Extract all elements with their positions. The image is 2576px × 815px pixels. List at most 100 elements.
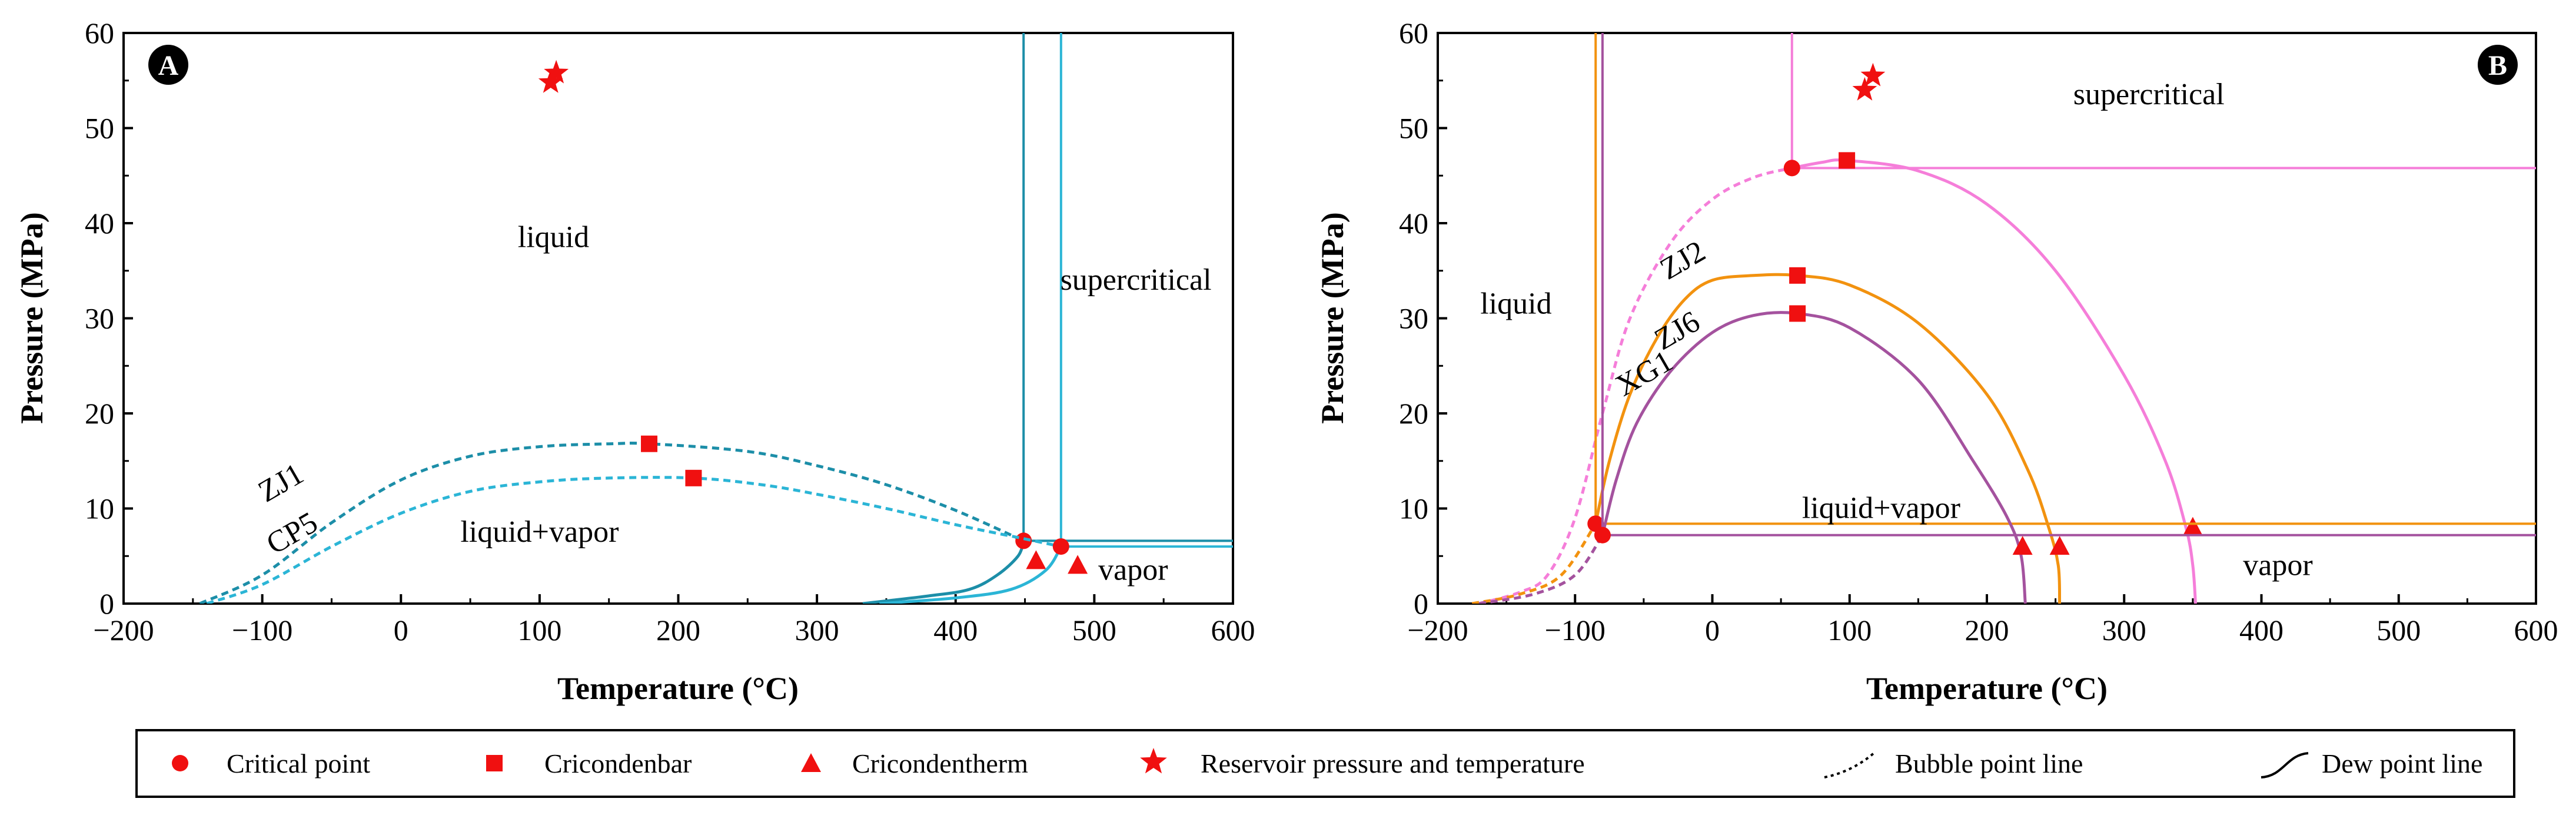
panel-b-xtick-label: 300 (2102, 614, 2146, 647)
zj2-cricondenbar (1839, 152, 1856, 169)
legend-reservoir-label: Reservoir pressure and temperature (1201, 748, 1585, 778)
legend-square-marker (486, 755, 503, 771)
panel-a-ytick-label: 0 (99, 587, 114, 620)
region-label-supercritical: supercritical (2073, 78, 2225, 111)
region-label-liquid: liquid (1480, 287, 1551, 320)
panel-b-xtick-label: 200 (1965, 614, 2009, 647)
legend-cricondentherm-label: Cricondentherm (852, 748, 1028, 778)
legend: Critical point Cricondenbar Cricondenthe… (135, 729, 2515, 798)
panel-a-badge-circle (148, 45, 188, 85)
xg1-cricondentherm (2012, 536, 2033, 555)
panel-b-ytick-label: 40 (1399, 207, 1428, 240)
panel-a-ytick-label: 10 (85, 492, 114, 525)
panel-b-ytick-label: 10 (1399, 492, 1428, 525)
legend-triangle-marker (801, 753, 821, 772)
panel-a-badge-text: A (158, 50, 179, 81)
panel-a-ytick-label: 40 (85, 207, 114, 240)
panel-b-plot-area (1471, 33, 2536, 604)
panel-b-xtick-label: 500 (2376, 614, 2421, 647)
zj6-cricondentherm (2049, 536, 2070, 555)
legend-cricondenbar: Cricondenbar (486, 748, 692, 778)
panel-a-ylabel: Pressure (MPa) (14, 212, 49, 423)
cp5-cricondentherm (1068, 555, 1088, 574)
zj2-cricondentherm (2182, 516, 2203, 536)
panel-a-xtick-label: −100 (232, 614, 292, 647)
legend-bubble-point: Bubble point line (1824, 748, 2083, 778)
panel-a-xtick-label: −200 (93, 614, 154, 647)
panel-b-badge-circle (2478, 45, 2518, 85)
zj6-cricondenbar (1789, 267, 1806, 284)
legend-critical-label: Critical point (227, 748, 370, 778)
legend-dew-point: Dew point line (2261, 748, 2482, 778)
panel-b-xlabel: Temperature (°C) (1866, 671, 2108, 706)
legend-cricondentherm: Cricondentherm (801, 748, 1028, 778)
xg1-cricondenbar (1789, 305, 1806, 322)
panel-b-badge-text: B (2488, 50, 2507, 81)
panel-a-xtick-label: 100 (517, 614, 561, 647)
panel-a-xtick-label: 300 (795, 614, 839, 647)
region-label-vapor: vapor (1098, 554, 1168, 587)
panel-a-xtick-label: 500 (1072, 614, 1116, 647)
zj1-dew-point-line (862, 540, 1025, 604)
legend-reservoir: Reservoir pressure and temperature (1140, 748, 1585, 778)
panel-a-ytick-label: 30 (85, 302, 114, 335)
xg1-bubble-point-line (1478, 534, 1604, 604)
region-label-liquid-vapor: liquid+vapor (1802, 492, 1960, 525)
legend-bubble-label: Bubble point line (1895, 748, 2083, 778)
panel-b-ytick-label: 0 (1414, 587, 1428, 620)
panel-b-ytick-label: 30 (1399, 302, 1428, 335)
zj1-critical-point (1015, 532, 1032, 549)
panel-a-ytick-label: 50 (85, 112, 114, 145)
cp5-cricondenbar (685, 469, 702, 486)
panel-a-xtick-label: 400 (933, 614, 978, 647)
region-label-vapor: vapor (2243, 549, 2312, 582)
panel-a-reservoir-star (544, 59, 569, 84)
panel-b-xtick-label: 100 (1827, 614, 1872, 647)
region-label-liquid: liquid (518, 220, 589, 254)
zj1-curve-label: ZJ1 (252, 457, 309, 509)
zj2-critical-point (1783, 160, 1800, 177)
legend-star-marker (1140, 748, 1167, 774)
panel-a-plot-area (199, 33, 1233, 604)
region-label-supercritical: supercritical (1061, 263, 1212, 297)
panel-a-ytick-label: 20 (85, 397, 114, 430)
zj2-dew-point-line (1791, 158, 2197, 604)
region-label-liquid-vapor: liquid+vapor (460, 515, 619, 549)
panel-a-labels: ZJ1CP5liquidsupercriticalliquid+vaporvap… (252, 220, 1211, 587)
panel-b-ytick-label: 50 (1399, 112, 1428, 145)
xg1-critical-point (1594, 526, 1611, 544)
panel-a-xtick-label: 0 (394, 614, 408, 647)
zj1-cricondentherm (1026, 550, 1046, 569)
panel-a-xtick-label: 200 (656, 614, 700, 647)
panel-b-labels: ZJ2ZJ6XG1liquidsupercriticalliquid+vapor… (1480, 78, 2312, 582)
zj6-dew-point-line (1594, 273, 2062, 604)
panel-b-xtick-label: 600 (2514, 614, 2558, 647)
panel-b-ticks: −200 −100 0 100 200 300 400 500 600 0 10 20 30 40 50 60 (1399, 16, 2558, 647)
panel-b-xtick-label: 400 (2239, 614, 2284, 647)
panel-a-xlabel: Temperature (°C) (557, 671, 799, 706)
panel-b-xtick-label: 0 (1705, 614, 1720, 647)
panel-b: −200 −100 0 100 200 300 400 500 600 0 10 20 30 40 50 60… (1315, 16, 2558, 706)
legend-circle-marker (172, 755, 188, 771)
panel-a-ytick-label: 60 (85, 16, 114, 49)
legend-dew-line (2261, 752, 2309, 778)
panel-a: −200 −100 0 100 200 300 400 500 600 0 10 20 30 40 50 60… (14, 16, 1255, 706)
panel-a-xtick-label: 600 (1211, 614, 1255, 647)
panel-a-badge: A (148, 45, 188, 85)
panel-b-ytick-label: 60 (1399, 16, 1428, 49)
zj6-bubble-point-line (1471, 522, 1597, 604)
panel-a-ticks: −200 −100 0 100 200 300 400 500 600 0 10 20 30 40 50 60 (85, 16, 1255, 647)
panel-b-xtick-label: −100 (1545, 614, 1606, 647)
panel-b-ytick-label: 20 (1399, 397, 1428, 430)
panel-b-xtick-label: −200 (1407, 614, 1468, 647)
zj1-bubble-point-line (199, 442, 1025, 604)
cp5-bubble-point-line (206, 476, 1062, 604)
panel-b-reservoir-star (1860, 62, 1886, 87)
legend-frame (135, 729, 2515, 798)
panel-b-badge: B (2478, 45, 2518, 85)
zj2-curve-label: ZJ2 (1654, 234, 1711, 286)
cp5-critical-point (1052, 538, 1069, 555)
zj2-bubble-point-line (1478, 166, 1793, 604)
panel-b-ylabel: Pressure (MPa) (1315, 212, 1350, 423)
